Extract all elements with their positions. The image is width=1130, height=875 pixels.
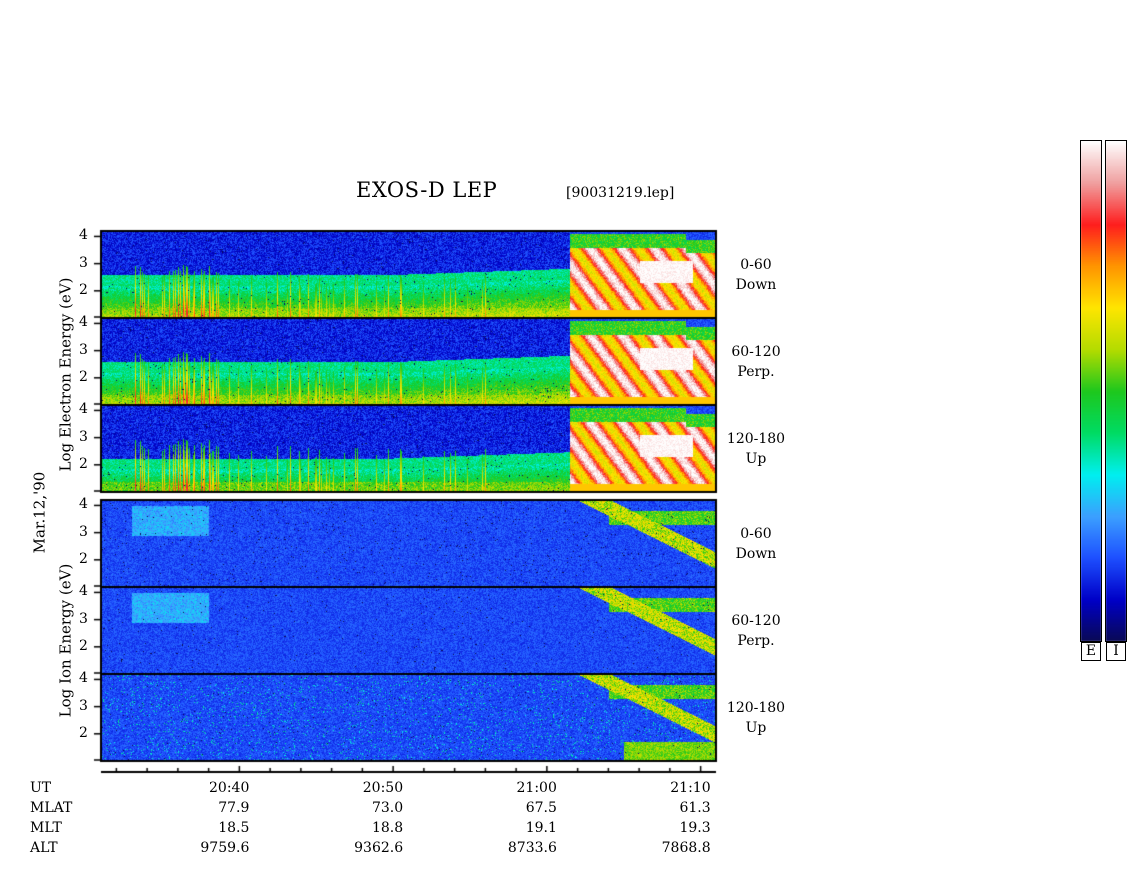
ephemeris-value: 73.0 (371, 800, 404, 816)
panel-angle-label: 60-120 Perp. (716, 342, 796, 382)
panel-angle-label: 0-60 Down (716, 524, 796, 564)
ephemeris-value: 20:50 (362, 780, 404, 796)
y-tick-label: 4 (79, 496, 88, 513)
date-label: Mar.12,'90 (30, 471, 49, 554)
panel-angle-label: 60-120 Perp. (716, 611, 796, 651)
pitch-angle-range: 60-120 (731, 344, 781, 360)
electron-colorbar-label: E (1081, 642, 1101, 661)
y-tick-label: 3 (79, 697, 88, 714)
pitch-angle-range: 60-120 (731, 613, 781, 629)
panel-angle-label: 120-180 Up (716, 698, 796, 738)
pitch-angle-direction: Perp. (737, 364, 775, 380)
y-tick-label: 4 (79, 401, 88, 418)
ephemeris-value: 19.3 (679, 820, 711, 836)
ion-colorbar-label: I (1106, 642, 1126, 661)
ephemeris-value: 18.8 (371, 820, 404, 836)
pitch-angle-direction: Down (735, 277, 777, 293)
pitch-angle-direction: Up (745, 451, 767, 467)
file-name-label: [90031219.lep] (566, 185, 675, 201)
y-tick-label: 2 (79, 368, 88, 385)
y-tick-label: 2 (79, 281, 88, 298)
pitch-angle-range: 120-180 (726, 431, 786, 447)
pitch-angle-range: 0-60 (740, 526, 772, 542)
ephemeris-value: 9759.6 (200, 840, 250, 856)
chart-title: EXOS-D LEP (356, 178, 498, 202)
y-tick-label: 4 (79, 670, 88, 687)
ion-ylabel: Log Ion Energy (eV) (56, 563, 75, 718)
ephemeris-value: 21:10 (670, 780, 711, 796)
pitch-angle-direction: Perp. (737, 633, 775, 649)
electron-ylabel: Log Electron Energy (eV) (56, 277, 75, 472)
y-tick-label: 3 (79, 428, 88, 445)
pitch-angle-direction: Up (745, 720, 767, 736)
ephemeris-value: 77.9 (218, 800, 250, 816)
ephemeris-value: 61.3 (679, 800, 711, 816)
ephemeris-row-name: ALT (30, 840, 58, 856)
y-tick-label: 2 (79, 550, 88, 567)
y-tick-label: 3 (79, 341, 88, 358)
ephemeris-value: 18.5 (218, 820, 250, 836)
ephemeris-row-name: MLT (30, 820, 62, 836)
y-tick-label: 3 (79, 254, 88, 271)
y-tick-label: 4 (79, 314, 88, 331)
ephemeris-value: 67.5 (525, 800, 557, 816)
panel-angle-label: 0-60 Down (716, 255, 796, 295)
y-tick-label: 2 (79, 724, 88, 741)
ephemeris-value: 19.1 (525, 820, 557, 836)
ion-colorbar (1105, 140, 1127, 642)
y-tick-label: 4 (79, 583, 88, 600)
ephemeris-row-name: MLAT (30, 800, 73, 816)
pitch-angle-direction: Down (735, 546, 777, 562)
y-tick-label: 2 (79, 455, 88, 472)
electron-colorbar (1080, 140, 1102, 642)
ephemeris-value: 20:40 (209, 780, 250, 796)
ephemeris-value: 21:00 (516, 780, 557, 796)
y-tick-label: 2 (79, 637, 88, 654)
panel-angle-label: 120-180 Up (716, 429, 796, 469)
y-tick-label: 3 (79, 523, 88, 540)
ephemeris-value: 8733.6 (507, 840, 557, 856)
pitch-angle-range: 0-60 (740, 257, 772, 273)
ephemeris-row-name: UT (30, 780, 52, 796)
pitch-angle-range: 120-180 (726, 700, 786, 716)
y-tick-label: 3 (79, 610, 88, 627)
ephemeris-value: 7868.8 (661, 840, 711, 856)
y-tick-label: 4 (79, 227, 88, 244)
ephemeris-value: 9362.6 (354, 840, 404, 856)
